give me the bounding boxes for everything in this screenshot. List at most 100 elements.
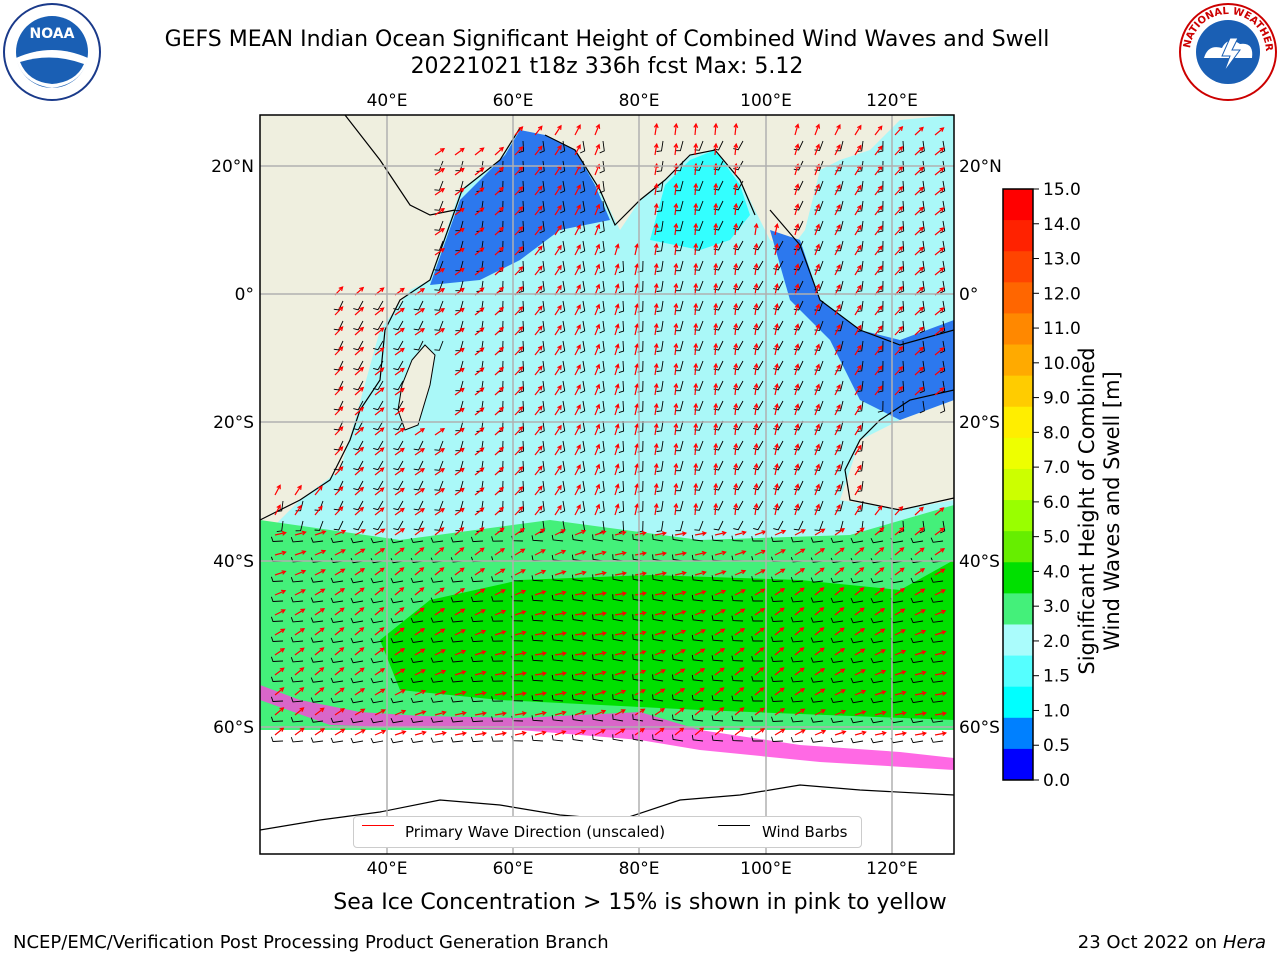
wave-arrowhead [621,550,627,556]
wave-direction-arrow [874,145,883,156]
wind-barb [370,638,384,644]
wind-barb [753,420,764,431]
wave-arrowhead [338,506,344,512]
wind-barb [675,420,684,432]
wave-direction-arrow [654,224,658,236]
wave-arrowhead [741,530,747,536]
wave-direction-arrow [914,127,924,136]
wave-direction-arrow [714,570,726,576]
wave-arrowhead [898,205,904,211]
wave-direction-arrow [594,504,600,516]
wind-barb [518,160,525,174]
wind-barb [599,180,605,194]
wind-barb [393,340,404,351]
wave-arrowhead [859,567,865,572]
wave-direction-arrow [474,507,484,516]
wind-barb [580,380,586,394]
wind-barb [870,678,884,684]
wave-arrowhead [399,567,405,572]
wave-direction-arrow [554,465,562,476]
wave-direction-arrow [554,692,566,696]
wave-arrowhead [614,323,620,329]
wave-arrowhead [836,243,841,250]
wave-direction-arrow [934,187,944,196]
wave-arrowhead [799,607,805,612]
wave-direction-arrow [654,344,658,356]
wave-direction-legend-label: Primary Wave Direction (unscaled) [405,823,666,841]
wind-barb [856,260,864,273]
wind-barb [571,714,584,722]
wave-direction-arrow [434,148,445,156]
wind-barb [753,380,764,391]
wave-arrowhead [518,226,524,232]
wave-direction-arrow [474,167,484,176]
wave-arrowhead [459,247,465,253]
wave-direction-arrow [654,284,658,296]
wind-barb [580,360,586,374]
wave-direction-arrow [914,207,924,216]
wave-arrowhead [581,690,587,696]
wind-barb [531,595,544,602]
wave-direction-arrow [734,531,746,536]
wave-arrowhead [319,627,325,633]
wave-direction-arrow [634,592,646,596]
wave-arrowhead [881,669,887,675]
wave-arrowhead [939,527,945,533]
colorbar-tick-label: 7.0 [1043,458,1070,478]
wave-arrowhead [939,127,945,132]
wave-arrowhead [520,527,526,533]
wave-arrowhead [360,729,366,734]
wind-barb [877,280,884,293]
wind-barb [390,698,404,704]
wave-arrowhead [381,729,387,735]
wave-arrowhead [459,147,465,153]
wave-arrowhead [419,467,426,473]
wave-arrowhead [857,464,862,470]
wind-barb [910,677,924,684]
wind-barb [898,320,905,334]
wave-arrowhead [653,202,659,209]
wind-barb [771,616,784,622]
wave-arrowhead [595,183,601,189]
wave-direction-arrow [894,670,906,676]
wind-barb [370,578,384,584]
wave-direction-arrow [894,346,903,356]
wave-arrowhead [518,206,524,212]
wave-arrowhead [319,607,326,613]
wind-barb [694,420,704,431]
wind-barb [580,340,586,354]
wave-arrowhead [653,262,659,269]
wave-direction-arrow [434,670,446,676]
wind-barb [580,400,586,414]
wave-direction-arrow [714,463,717,476]
wind-barb [793,380,804,391]
wave-arrowhead [857,144,862,150]
wave-arrowhead [921,690,927,696]
wave-arrowhead [499,346,505,352]
wave-arrowhead [898,225,904,231]
wave-direction-arrow [934,147,944,156]
wind-barb [771,536,784,542]
wave-direction-arrow [894,166,903,176]
wave-direction-arrow [854,385,862,396]
wind-barb [733,500,744,511]
wave-direction-arrow [394,388,405,396]
wind-barb [940,280,946,294]
wave-direction-arrow [534,528,545,536]
wind-barb [898,520,905,534]
wave-direction-arrow [454,691,466,696]
wind-barb [930,657,944,663]
wave-arrowhead [557,264,562,270]
wave-direction-arrow [714,123,717,136]
wave-direction-arrow [474,367,484,376]
wind-barb [810,617,824,623]
wave-direction-arrow [714,609,726,616]
wave-arrowhead [339,627,345,632]
wave-direction-arrow [674,649,686,656]
colorbar-segment [1003,562,1033,594]
wave-direction-arrow [754,244,758,256]
wave-arrowhead [576,364,581,370]
wave-direction-arrow [654,572,666,576]
wind-barb [333,300,344,311]
wave-arrowhead [693,142,699,148]
